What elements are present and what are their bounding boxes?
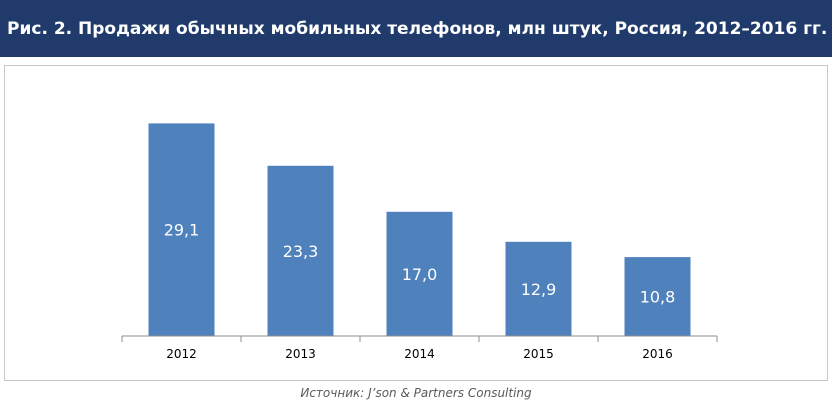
bar-chart: 29,1 2012 23,3 2013 17,0 2014 12,9 2015 10,8 2016 [121,123,718,361]
bar-2015 [505,241,572,336]
bar-value-label: 29,1 [164,221,200,240]
x-tick-label: 2016 [642,347,673,361]
source-note: Источник: J’son & Partners Consulting [300,386,532,400]
bar-value-label: 17,0 [402,265,438,284]
bar-value-label: 23,3 [283,242,319,261]
bar-2014 [386,211,453,336]
chart-title: Рис. 2. Продажи обычных мобильных телефо… [0,0,832,57]
chart-area: 29,1 2012 23,3 2013 17,0 2014 12,9 2015 10,8 2016 [4,65,828,381]
bar-2012 [148,123,215,337]
x-tick-label: 2015 [523,347,554,361]
bar-2016 [624,257,691,336]
x-tick-label: 2014 [404,347,435,361]
bar-value-label: 10,8 [640,288,676,307]
x-tick-label: 2013 [285,347,316,361]
bar-2013 [267,165,334,336]
bar-value-label: 12,9 [521,280,557,299]
x-tick-label: 2012 [166,347,197,361]
